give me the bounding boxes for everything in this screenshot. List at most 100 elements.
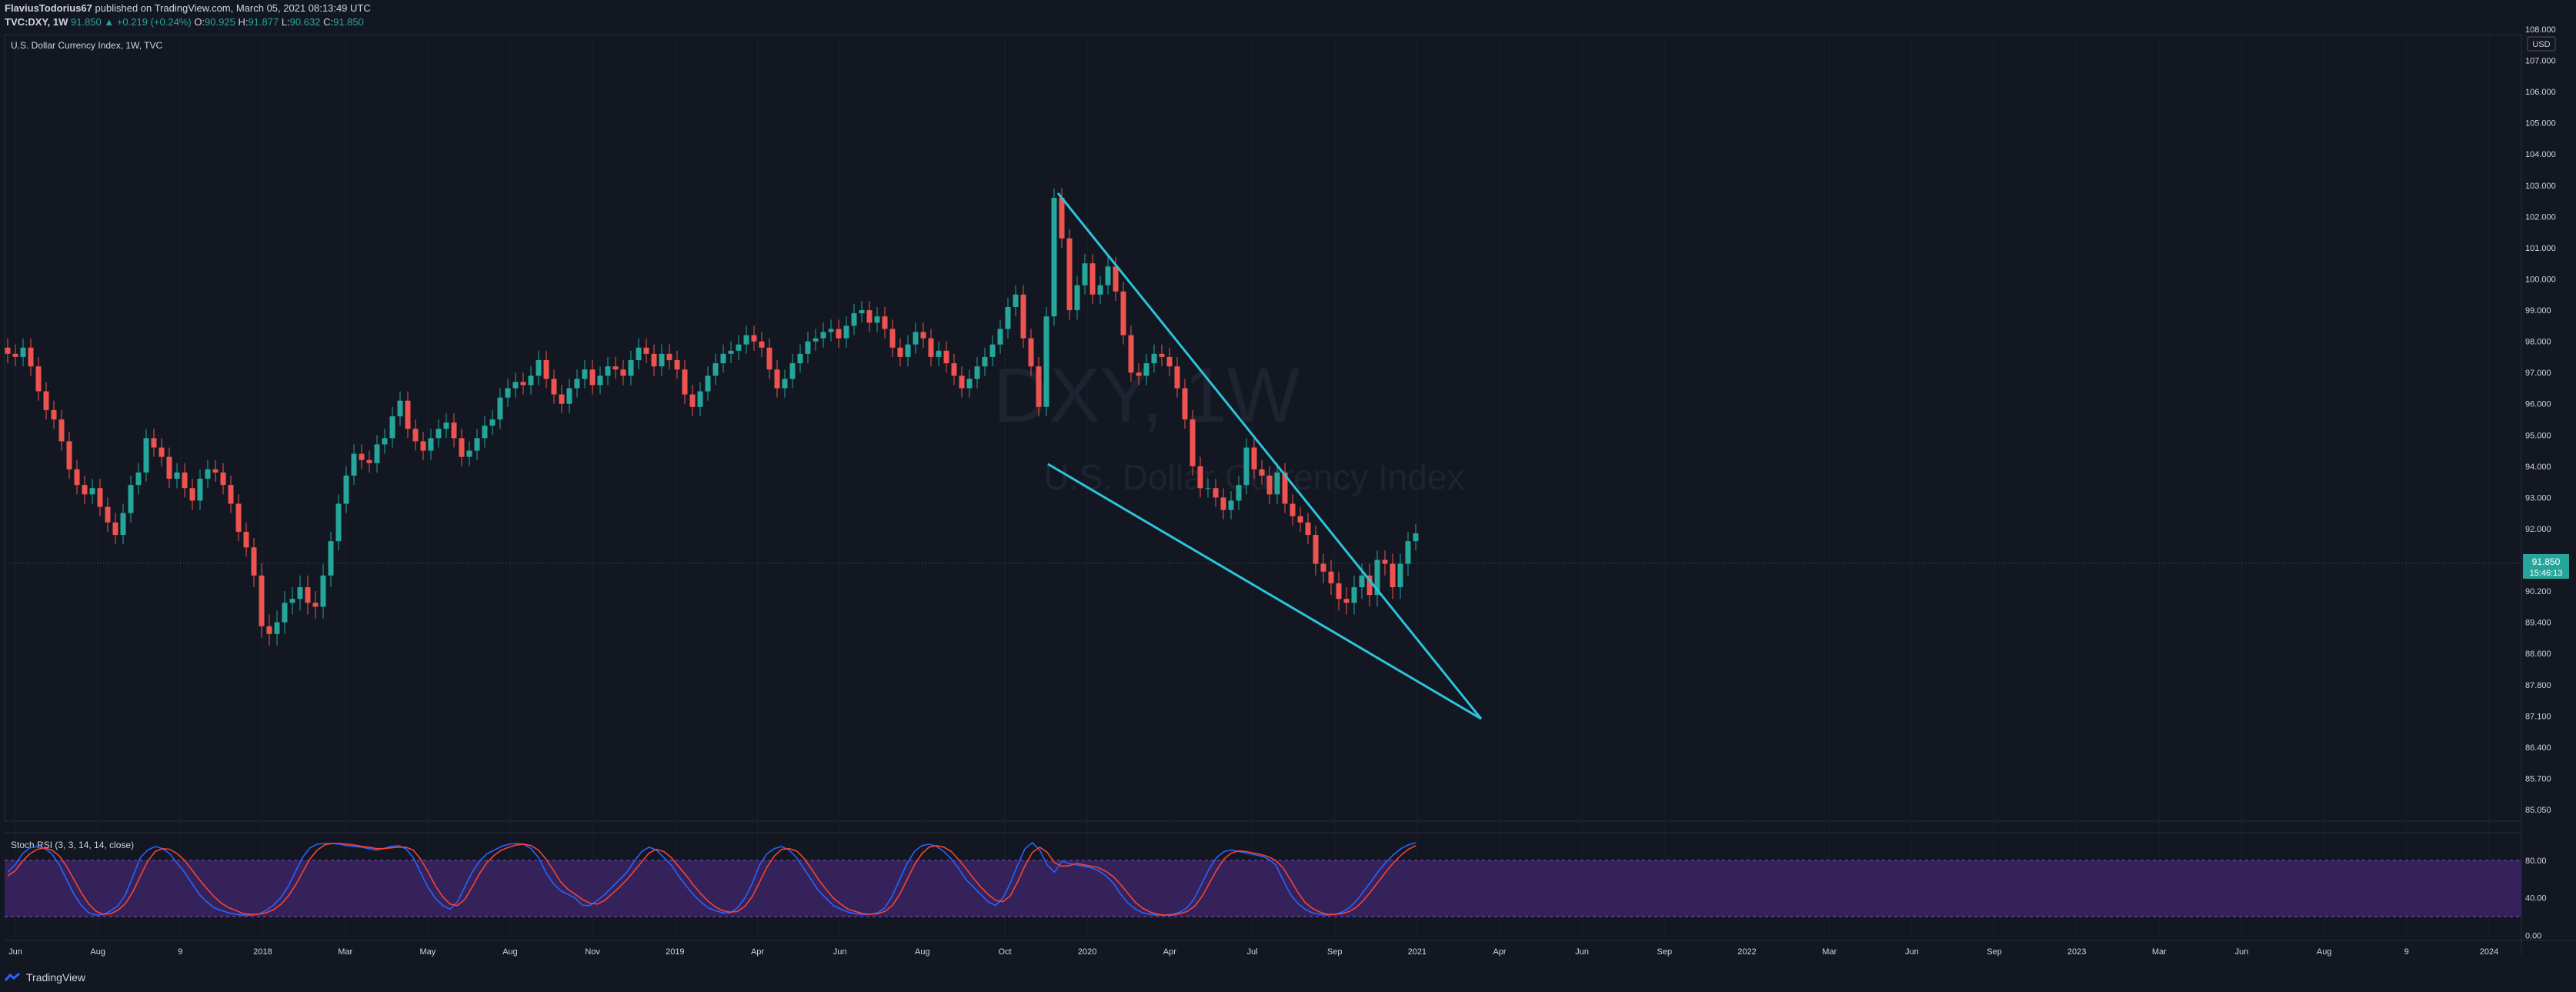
candle-body [35, 366, 42, 392]
candle-body [974, 366, 980, 379]
price-tick-label: 101.000 [2525, 244, 2556, 253]
time-tick-label: 2022 [1737, 947, 1756, 957]
high-value: 91.877 [248, 16, 279, 28]
candle-body [1228, 500, 1234, 510]
candle-body [1366, 575, 1373, 596]
time-tick-label: Apr [1163, 947, 1176, 957]
candle-body [1074, 285, 1080, 311]
candle-body [720, 353, 726, 363]
chart-title: U.S. Dollar Currency Index, 1W, TVC [11, 40, 163, 51]
candle-body [1274, 472, 1280, 495]
candle-body [151, 438, 157, 448]
upper-trendline[interactable] [1056, 192, 1483, 720]
candle-body [359, 453, 365, 460]
time-tick-label: Apr [751, 947, 764, 957]
price-tick-label: 107.000 [2525, 57, 2556, 66]
candle-body [497, 397, 503, 419]
time-tick-label: Jun [1575, 947, 1589, 957]
time-tick-label: Sep [1987, 947, 2002, 957]
candle-body [528, 376, 534, 386]
time-tick-label: Jun [833, 947, 847, 957]
candle-body [1305, 522, 1311, 536]
time-tick-label: Apr [1493, 947, 1506, 957]
candle-body [951, 362, 957, 376]
candle-body [1351, 587, 1357, 603]
candle-body [1343, 599, 1350, 603]
candle-body [813, 338, 819, 342]
candle-body [112, 522, 118, 536]
candle-body [512, 382, 519, 389]
candle-body [489, 419, 496, 426]
time-tick-label: 9 [178, 947, 182, 957]
candle-body [374, 444, 380, 463]
candle-body [997, 329, 1003, 345]
candle-body [636, 347, 642, 360]
candle-body [1120, 291, 1126, 336]
candle-body [1036, 366, 1042, 407]
author-name[interactable]: FlaviusTodorius67 [5, 2, 92, 14]
candle-body [5, 347, 11, 354]
candle-body [712, 362, 719, 376]
candle-body [551, 379, 557, 395]
candle-body [174, 472, 180, 479]
stoch-tick-label: 80.00 [2525, 857, 2547, 866]
time-tick-label: Sep [1657, 947, 1673, 957]
time-tick-label: Oct [998, 947, 1011, 957]
stoch-axis[interactable]: 80.00 40.00 0.00 [2525, 857, 2547, 940]
price-tick-label: 103.000 [2525, 182, 2556, 191]
candle-body [1259, 469, 1265, 476]
candle-body [66, 441, 72, 469]
candle-body [459, 438, 465, 457]
candle-body [897, 347, 903, 357]
price-tick-label: 87.800 [2525, 681, 2551, 690]
candle-body [228, 485, 234, 504]
price-axis[interactable]: 108.000 107.000 106.000 105.000 104.000 103.0… [2525, 25, 2556, 815]
candle-body [1236, 485, 1242, 501]
lower-trendline[interactable] [1047, 463, 1482, 720]
candle-body [882, 316, 888, 329]
candle-body [1136, 372, 1142, 376]
time-tick-label: 2020 [1078, 947, 1096, 957]
candle-body [466, 450, 472, 457]
stoch-rsi-lines [7, 841, 1416, 916]
candle-body [559, 394, 565, 404]
tradingview-logo[interactable]: TradingView [5, 971, 85, 984]
candle-body [620, 369, 626, 376]
candle-body [220, 472, 226, 486]
stoch-tick-label: 0.00 [2525, 931, 2541, 940]
price-tick-label: 106.000 [2525, 88, 2556, 97]
candle-body [212, 469, 219, 473]
candle-body [1197, 466, 1203, 489]
candle-body [920, 332, 926, 339]
candle-body [866, 310, 873, 323]
candle-body [266, 626, 272, 634]
candle-body [797, 353, 803, 363]
time-tick-label: Nov [585, 947, 600, 957]
time-tick-label: Jul [1246, 947, 1257, 957]
time-axis[interactable]: Jun Aug 9 2018 Mar May Aug Nov 2019 Apr Jun Aug Oct 2… [8, 947, 2498, 957]
price-tick-label: 88.600 [2525, 650, 2551, 659]
candle-body [135, 472, 142, 486]
candle-body [1220, 497, 1226, 510]
low-label: L: [281, 16, 290, 28]
candle-body [1159, 353, 1165, 357]
candle-body [1190, 419, 1196, 466]
candle-body [1282, 472, 1288, 504]
price-tick-label: 105.000 [2525, 119, 2556, 129]
candle-body [612, 366, 619, 370]
candlestick-series [5, 188, 1419, 646]
stoch-tick-label: 40.00 [2525, 894, 2547, 903]
candle-body [305, 587, 311, 603]
time-tick-label: Jun [2235, 947, 2249, 957]
candle-body [328, 541, 334, 576]
candle-body [182, 472, 188, 489]
currency-badge[interactable] [2527, 36, 2556, 52]
candle-body [689, 394, 696, 407]
candle-body [451, 423, 457, 439]
candle-body [943, 350, 949, 363]
candle-body [982, 356, 988, 367]
candle-body [705, 376, 711, 392]
candle-body [905, 344, 911, 357]
candle-body [628, 359, 634, 376]
